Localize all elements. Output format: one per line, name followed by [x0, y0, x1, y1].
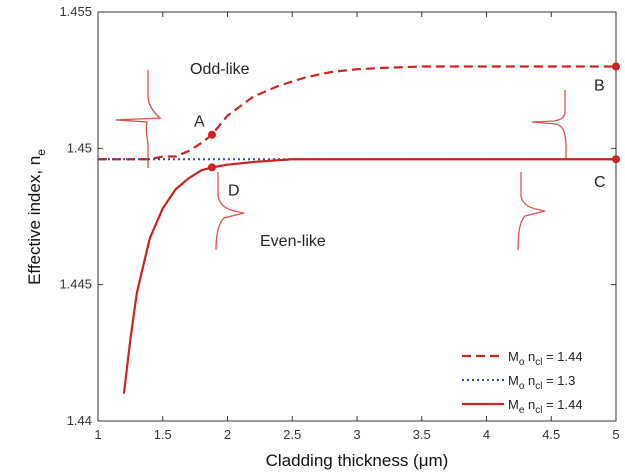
x-tick-label: 1: [94, 427, 101, 442]
even-mode-profile-left: [215, 172, 245, 251]
y-tick-label: 1.45: [67, 140, 92, 155]
y-tick-label: 1.445: [59, 277, 92, 292]
x-tick-label: 4: [483, 427, 490, 442]
point-B: [612, 62, 620, 71]
point-label-C: C: [594, 174, 606, 191]
even-mode-profile-right: [517, 172, 546, 251]
x-tick-label: 2: [224, 427, 231, 442]
mode-profiles: [115, 70, 567, 251]
x-axis-label: Cladding thickness (μm): [266, 451, 449, 470]
point-D: [207, 163, 216, 172]
legend-entry-1: Mo ncl = 1.44: [508, 349, 583, 368]
point-C: [612, 155, 620, 164]
x-tick-label: 4.5: [542, 427, 560, 442]
x-tick-label: 3: [353, 427, 360, 442]
legend: Mo ncl = 1.44 Mo ncl = 1.3 Me ncl = 1.44: [462, 349, 583, 416]
series-line-solid: [122, 158, 616, 394]
legend-entry-2: Mo ncl = 1.3: [508, 373, 575, 392]
x-tick-label: 2.5: [283, 427, 301, 442]
y-tick-label: 1.44: [67, 413, 92, 428]
series-line-dashed: [98, 65, 616, 161]
annotation-even-like: Even-like: [260, 233, 326, 250]
legend-entry-3: Me ncl = 1.44: [508, 397, 583, 416]
plot-area: [97, 11, 617, 422]
annotation-odd-like: Odd-like: [190, 61, 250, 78]
point-label-B: B: [594, 78, 605, 95]
odd-mode-profile-right: [531, 90, 567, 160]
odd-mode-profile-left: [115, 70, 162, 168]
x-tick-label: 1.5: [154, 427, 172, 442]
point-A: [207, 130, 216, 139]
y-tick-label: 1.455: [59, 4, 92, 19]
x-tick-label: 5: [612, 427, 619, 442]
x-tick-label: 3.5: [413, 427, 431, 442]
y-axis-label: Effective index, ne: [25, 149, 48, 285]
point-label-A: A: [194, 114, 205, 131]
point-label-D: D: [228, 182, 240, 199]
